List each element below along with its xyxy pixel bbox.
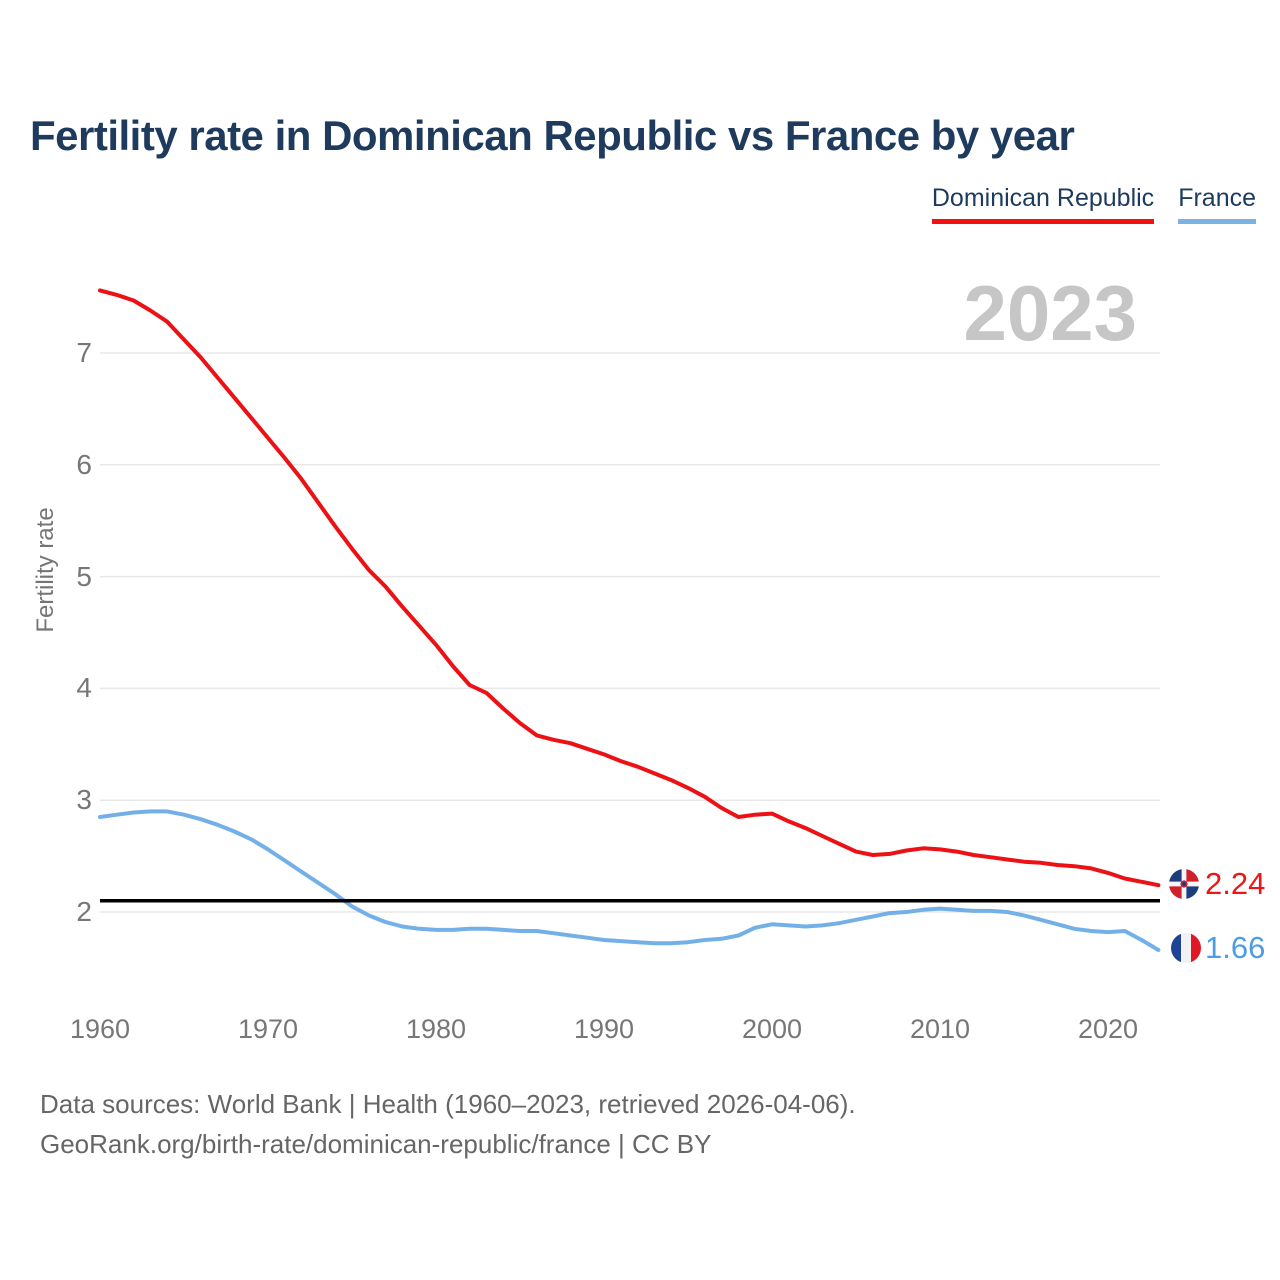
x-tick-label-1980: 1980	[405, 1014, 467, 1044]
footer-sources-line: Data sources: World Bank | Health (1960–…	[40, 1089, 856, 1119]
dominican-republic-flag-icon	[1169, 869, 1199, 899]
series-line-dominican-republic	[98, 288, 1161, 888]
france-flag-icon	[1171, 933, 1201, 963]
series-line-france	[98, 809, 1161, 952]
y-tick-label-2: 2	[76, 896, 92, 927]
x-tick-label-1970: 1970	[237, 1014, 299, 1044]
france-end-value: 1.66	[1205, 930, 1266, 965]
y-tick-label-4: 4	[76, 672, 92, 704]
x-tick-label-2000: 2000	[741, 1014, 803, 1044]
footer: Data sources: World Bank | Health (1960–…	[40, 1085, 856, 1164]
page-title: Fertility rate in Dominican Republic vs …	[30, 112, 1075, 159]
x-tick-label-2010: 2010	[909, 1014, 971, 1044]
dominican-republic-end-value: 2.24	[1205, 866, 1266, 901]
footer-attribution-line: GeoRank.org/birth-rate/dominican-republi…	[40, 1128, 712, 1159]
y-tick-label-5: 5	[76, 560, 92, 592]
legend: Dominican Republic France	[931, 184, 1256, 224]
x-tick-label-1990: 1990	[573, 1014, 635, 1044]
y-tick-label-7: 7	[76, 337, 92, 368]
y-tick-label-6: 6	[76, 448, 92, 480]
x-tick-label-2020: 2020	[1077, 1014, 1139, 1044]
legend-item-dominican-republic[interactable]: Dominican Republic	[931, 184, 1155, 224]
legend-item-france[interactable]: France	[1178, 184, 1256, 224]
watermark-year: 2023	[963, 269, 1137, 357]
x-tick-label-1960: 1960	[69, 1014, 131, 1044]
y-tick-label-3: 3	[76, 784, 92, 816]
